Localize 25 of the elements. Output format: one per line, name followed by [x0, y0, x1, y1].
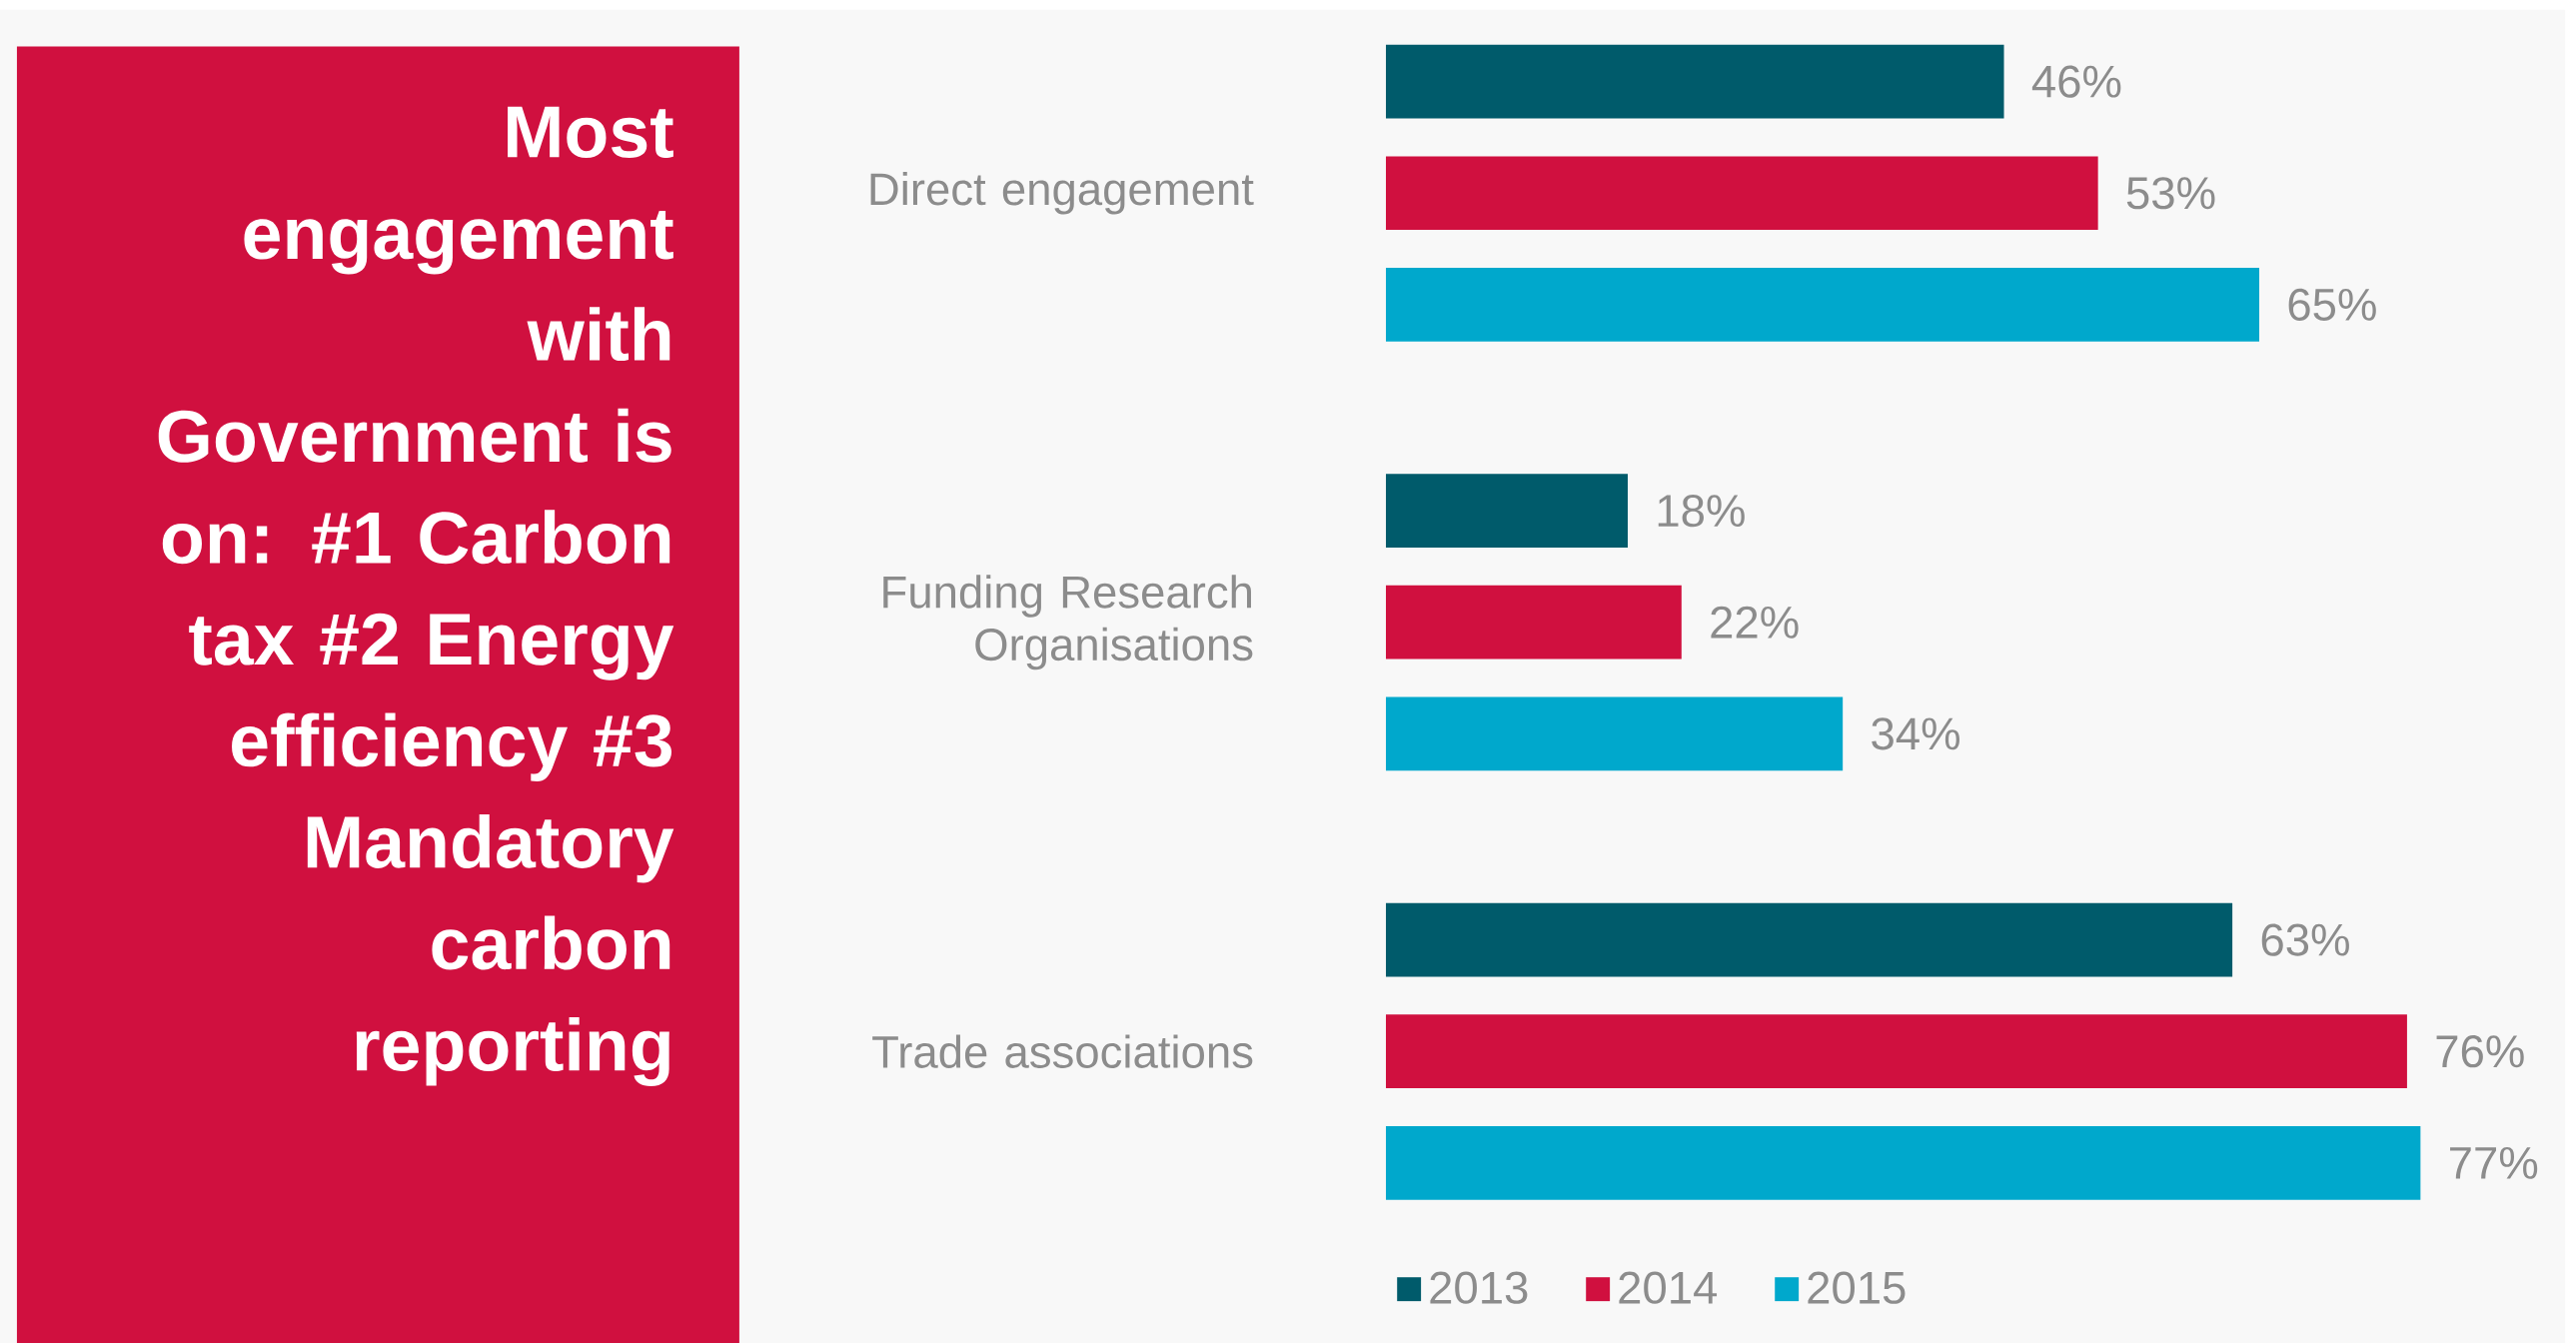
bar	[1385, 267, 2259, 342]
bar	[1385, 1014, 2407, 1089]
chart-title: Most engagement with Government is on: #1 Carbon tax #2 Energy efficiency #3 Mandatory carbon reporting	[158, 106, 674, 1086]
data-label: 46%	[2031, 65, 2121, 98]
bar	[1385, 696, 1844, 771]
bar	[1385, 902, 2233, 977]
data-label: 77%	[2450, 1146, 2538, 1179]
legend-label: 2014	[1619, 1271, 1718, 1304]
data-label: 65%	[2288, 288, 2376, 321]
data-label: 53%	[2126, 177, 2215, 210]
legend-label: 2013	[1430, 1271, 1528, 1304]
data-label: 22%	[1711, 606, 1799, 639]
bar	[1385, 585, 1682, 660]
bar	[1385, 44, 2004, 119]
y-tick-label: Trade associations	[872, 1034, 1253, 1068]
bar	[1385, 474, 1629, 548]
legend-label: 2015	[1808, 1271, 1906, 1304]
data-label: 76%	[2436, 1035, 2524, 1068]
y-tick-label: Funding Research Organisations	[883, 575, 1253, 671]
bar	[1385, 156, 2098, 231]
data-label: 18%	[1658, 494, 1745, 528]
bar	[1385, 1125, 2421, 1200]
y-tick-label: Direct engagement	[870, 171, 1254, 215]
data-label: 34%	[1872, 717, 1959, 750]
data-label: 63%	[2261, 923, 2349, 956]
